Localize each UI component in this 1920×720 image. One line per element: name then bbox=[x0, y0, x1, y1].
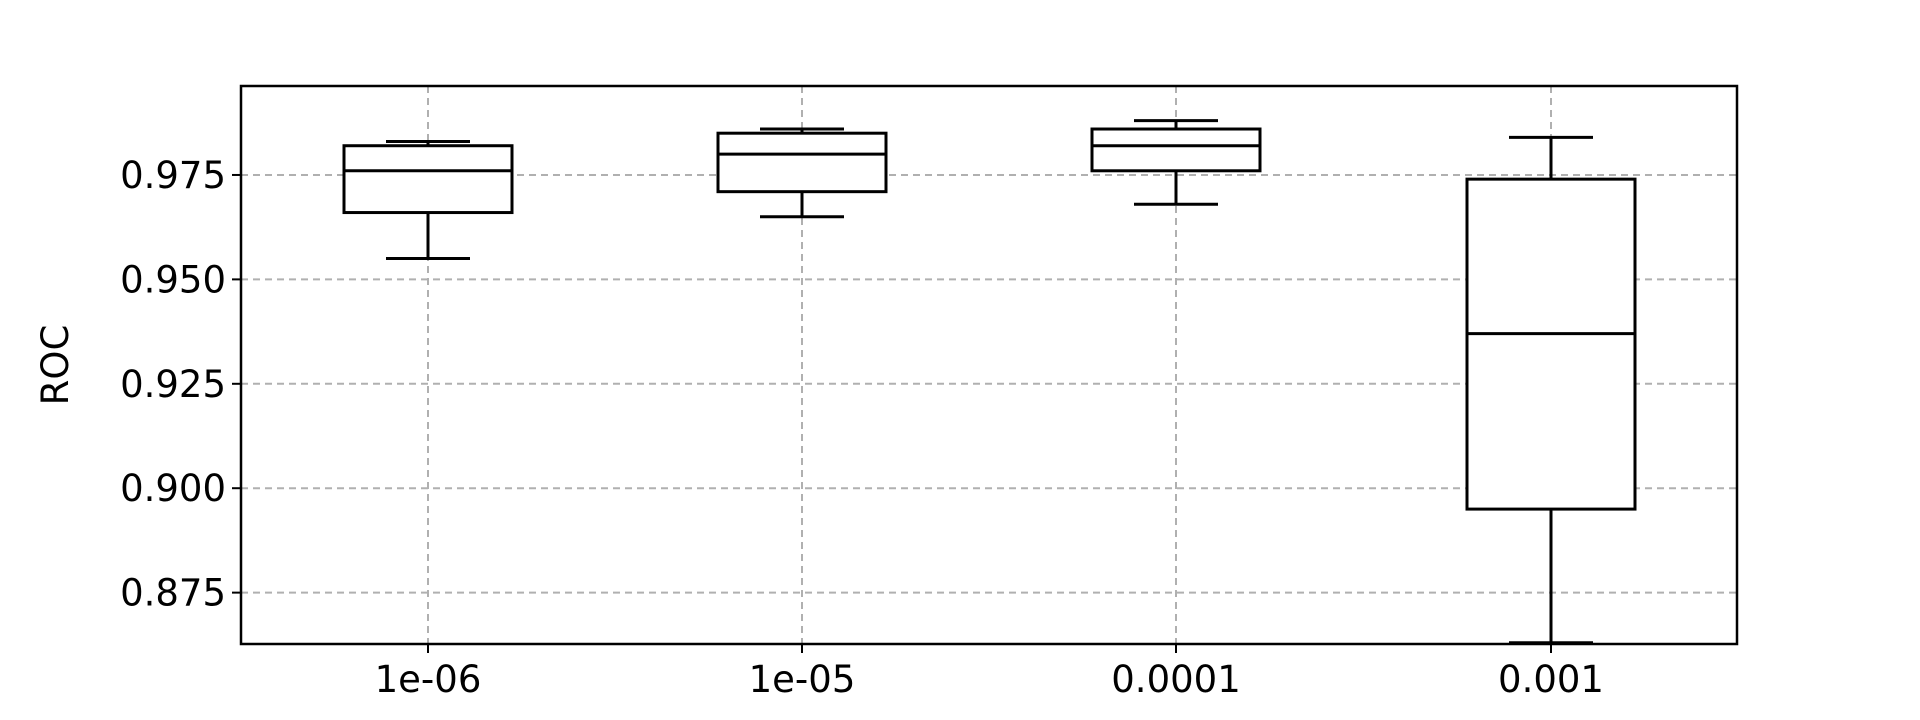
plot-frame bbox=[239, 84, 1739, 646]
y-tick-label: 0.900 bbox=[120, 467, 226, 510]
x-tick-label: 0.0001 bbox=[1111, 658, 1240, 701]
y-tick-label: 0.875 bbox=[120, 572, 226, 615]
iqr-box bbox=[342, 144, 514, 215]
axis-ticks: 0.875 0.900 0.925 0.950 0.975 1e-06 1e-05 0.000… bbox=[120, 154, 1604, 701]
box-0.001 bbox=[1465, 135, 1637, 645]
x-tick-label: 0.001 bbox=[1498, 658, 1604, 701]
y-tick-label: 0.975 bbox=[120, 154, 226, 197]
y-tick-label: 0.950 bbox=[120, 258, 226, 301]
x-tick-label: 1e-06 bbox=[375, 658, 482, 701]
box-series bbox=[342, 119, 1637, 645]
y-axis-label: ROC bbox=[34, 325, 77, 406]
box-0.0001 bbox=[1090, 119, 1262, 206]
iqr-box bbox=[1090, 127, 1262, 173]
y-tick-label: 0.925 bbox=[120, 363, 226, 406]
x-tick-label: 1e-05 bbox=[749, 658, 856, 701]
iqr-box bbox=[716, 131, 888, 194]
iqr-box bbox=[1465, 177, 1637, 511]
box-1e-05 bbox=[716, 127, 888, 219]
box-1e-06 bbox=[342, 140, 514, 260]
